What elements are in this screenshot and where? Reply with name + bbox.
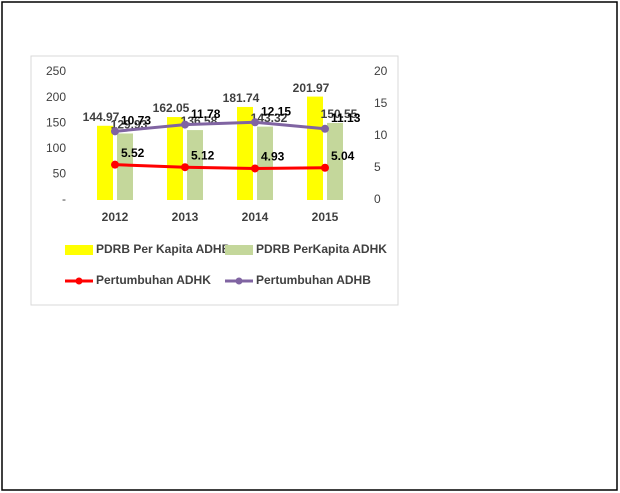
x-tick-label: 2013 xyxy=(172,210,199,224)
data-label: 181.74 xyxy=(223,91,260,105)
legend-marker xyxy=(235,277,243,285)
x-tick-label: 2015 xyxy=(312,210,339,224)
data-label: 11.13 xyxy=(331,111,361,125)
data-label: 150.55 xyxy=(321,107,358,121)
y2-tick-label: 0 xyxy=(374,192,381,206)
data-label: 11.78 xyxy=(191,107,221,121)
y2-tick-label: 10 xyxy=(374,128,388,142)
data-label: 5.12 xyxy=(191,148,215,162)
line-series xyxy=(114,163,326,170)
x-tick-label: 2014 xyxy=(242,210,269,224)
legend-swatch xyxy=(65,245,93,255)
line-marker xyxy=(111,127,119,136)
legend-label: Pertumbuhan ADHB xyxy=(256,273,371,287)
line-series xyxy=(114,120,326,133)
data-label: 4.93 xyxy=(261,150,285,164)
data-label: 162.05 xyxy=(153,101,190,115)
line-marker xyxy=(321,124,329,133)
bar xyxy=(167,117,183,200)
legend-marker xyxy=(75,277,83,285)
y-tick-label: 250 xyxy=(46,64,66,78)
line-marker xyxy=(181,120,189,129)
bar xyxy=(187,130,203,200)
y-tick-label: 50 xyxy=(53,167,67,181)
legend-label: Pertumbuhan ADHK xyxy=(96,273,211,287)
y-tick-label: 200 xyxy=(46,90,66,104)
data-label: 10.73 xyxy=(121,113,151,127)
x-tick-label: 2012 xyxy=(102,210,129,224)
bar xyxy=(307,96,323,200)
y-tick-label: 150 xyxy=(46,115,66,129)
bar xyxy=(117,133,133,200)
data-label: 144.97 xyxy=(83,110,120,124)
data-label: 12.15 xyxy=(261,104,291,118)
line-marker xyxy=(111,160,119,169)
line-marker xyxy=(251,118,259,127)
bar xyxy=(257,126,273,200)
data-label: 5.04 xyxy=(331,149,355,163)
bar xyxy=(237,106,253,200)
line-marker xyxy=(251,164,259,173)
line-marker xyxy=(321,163,329,172)
y2-tick-label: 20 xyxy=(374,64,388,78)
bar xyxy=(97,125,113,200)
y-tick-label: 100 xyxy=(46,141,66,155)
data-label: 5.52 xyxy=(121,146,145,160)
y2-tick-label: 5 xyxy=(374,160,381,174)
data-label: 201.97 xyxy=(293,81,330,95)
line-marker xyxy=(181,163,189,172)
legend-label: PDRB PerKapita ADHK xyxy=(256,242,387,256)
bar xyxy=(327,122,343,200)
legend-label: PDRB Per Kapita ADHB xyxy=(96,242,231,256)
y-tick-label: - xyxy=(62,192,66,206)
y2-tick-label: 15 xyxy=(374,96,388,110)
legend-swatch xyxy=(225,245,253,255)
